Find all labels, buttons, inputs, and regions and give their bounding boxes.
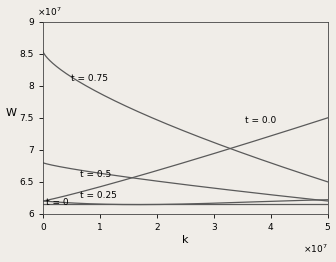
Text: t = 0.25: t = 0.25 (80, 192, 117, 200)
Text: t = 0.0: t = 0.0 (245, 116, 276, 125)
Text: $\times10^7$: $\times10^7$ (37, 6, 62, 18)
Text: $\times10^7$: $\times10^7$ (303, 243, 328, 255)
Text: t = 0.75: t = 0.75 (71, 74, 108, 83)
Y-axis label: W: W (6, 108, 16, 118)
Text: t = 0.5: t = 0.5 (80, 170, 111, 179)
Text: t = 0: t = 0 (46, 198, 68, 207)
X-axis label: k: k (182, 234, 188, 245)
